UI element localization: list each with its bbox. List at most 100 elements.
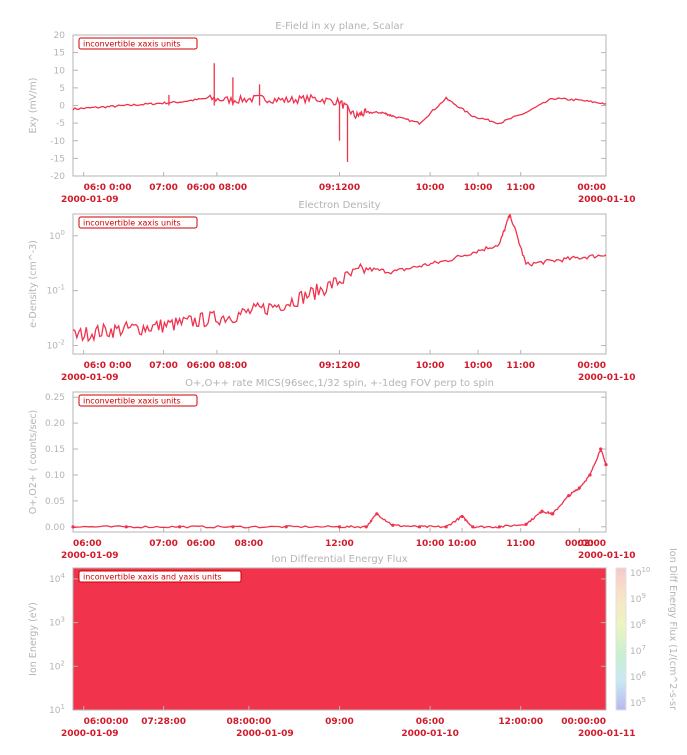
panel3-data-point (178, 525, 182, 529)
panel1-ytick-label: -5 (56, 119, 65, 129)
panel1-ytick-label: -20 (50, 172, 65, 182)
panel4-date-label: 2000-01-09 (61, 729, 119, 739)
panel3-date-label: 2000-01-10 (578, 551, 636, 561)
panel3-ytick-label: 0.25 (45, 393, 65, 403)
panel1-ytick-label: 20 (54, 31, 66, 41)
panel3-data-point (231, 525, 235, 529)
panel1-xtick-label: 10:00 (416, 183, 445, 193)
panel3-xtick-label: 11:00 (506, 539, 535, 549)
panel3-xtick-label: 10:00 (448, 539, 477, 549)
panel2-ylabel: e-Density (cm^-3) (28, 240, 39, 328)
panel2-xtick-label: 07:00 (149, 361, 178, 371)
panel1-xtick-label: 00:00 (577, 183, 606, 193)
panel3-xtick-label: 00:00 (565, 539, 594, 549)
panel4-spectrogram (73, 568, 606, 710)
panel2-ytick-label: 100 (49, 229, 65, 242)
panel2-error-box (78, 216, 198, 229)
panel4-error-label: inconvertible xaxis and yaxis units (83, 573, 222, 582)
panel1-xtick-label: 09:1200 (319, 183, 360, 193)
panel3-xtick-label: 06:00 (73, 539, 102, 549)
panel1-xtick-label: 06:00 08:00 (187, 183, 247, 193)
panel4-xtick-label: 09:00 (325, 717, 354, 727)
panel3-error-label: inconvertible xaxis units (83, 397, 181, 406)
panel4-ytick-label: 102 (49, 659, 65, 672)
panel3-xtick-label: 10:00 (416, 539, 445, 549)
panel4-ylabel: Ion Energy (eV) (28, 602, 39, 676)
panel1-xtick-label: 06:0 0:00 (84, 183, 132, 193)
colorbar-tick-label: 109 (630, 592, 646, 605)
panel3-data-point (391, 523, 395, 527)
panel4-date-label: 2000-01-10 (401, 729, 459, 739)
panel2-xtick-label: 09:1200 (319, 361, 360, 371)
panel3-frame (72, 391, 607, 533)
colorbar-tick-label: 107 (630, 644, 646, 657)
panel1-ytick-label: 10 (54, 66, 66, 76)
panel4-ytick-label: 103 (49, 616, 65, 629)
panel4-date-label: 2000-01-11 (578, 729, 636, 739)
panel1-xtick-label: 07:00 (149, 183, 178, 193)
panel2-xtick-label: 10:00 (416, 361, 445, 371)
panel3-data-point (284, 525, 288, 529)
panel3-data-point (375, 512, 379, 516)
panel3-data-point (497, 525, 501, 529)
colorbar-tick-label: 105 (630, 696, 646, 709)
panel1-error-label: inconvertible xaxis units (83, 40, 181, 49)
panel4-xtick-label: 12:00:00 (498, 717, 543, 727)
panel3-xtick-label: 07:00 (149, 539, 178, 549)
panel3-ytick-label: 0.15 (45, 445, 65, 455)
panel3-error-box (78, 394, 198, 407)
panel1-xtick-label: 11:00 (506, 183, 535, 193)
panel3-ylabel: O+,O2+ ( counts/sec) (28, 410, 39, 514)
panel3-ytick-label: 0.20 (45, 419, 65, 429)
panel3-data-point (599, 447, 603, 451)
panel1-date-label: 2000-01-10 (578, 195, 636, 205)
panel3-title: O+,O++ rate MICS(96sec,1/32 spin, +-1deg… (185, 378, 494, 389)
panel2-xtick-label: 06:0 0:00 (84, 361, 132, 371)
panel2-error-label: inconvertible xaxis units (83, 219, 181, 228)
panel4-ytick-label: 101 (49, 703, 65, 716)
panel3-data-point (417, 525, 422, 529)
panel3-date-label: 2000-01-09 (61, 551, 119, 561)
panel3-data-point (471, 525, 475, 529)
panel2-date-label: 2000-01-10 (578, 373, 636, 383)
panel1-ylabel: Exy (mV/m) (28, 78, 39, 134)
panel4-date-label: 2000-01-09 (236, 729, 294, 739)
panel4-xtick-label: 00:00:00 (561, 717, 606, 727)
panel1-date-label: 2000-01-09 (61, 195, 119, 205)
panel4-title: Ion Differential Energy Flux (271, 554, 407, 565)
panel3-data-point (524, 522, 528, 526)
panel4-xtick-label: 07:28:00 (141, 717, 186, 727)
panel1-ytick-label: -10 (50, 137, 65, 147)
panel2-xtick-label: 10:00 (464, 361, 493, 371)
panel3-data-point (71, 525, 75, 529)
panel4-xtick-label: 06:00:00 (84, 717, 129, 727)
colorbar-label: Ion Diff Energy Flux (1/(cm^2-s-sr (667, 548, 678, 710)
panel2-ytick-label: 10-2 (47, 339, 65, 352)
panel1-ytick-label: -15 (50, 154, 65, 164)
panel3-xtick-label: 08:00 (235, 539, 264, 549)
panel2-xtick-label: 11:00 (506, 361, 535, 371)
panel4-xtick-label: 06:00 (416, 717, 445, 727)
panel2-frame (72, 213, 607, 355)
panel2-xtick-label: 00:00 (577, 361, 606, 371)
panel3-data-point (604, 462, 608, 467)
panel3-data-point (588, 473, 592, 477)
panel4-error-box (78, 570, 242, 583)
panel3-data-point (364, 525, 368, 529)
panel3-data-point (551, 512, 555, 516)
panel3-data-point (444, 525, 448, 529)
panel3-xtick-label: 12:00 (325, 539, 354, 549)
panel1-title: E-Field in xy plane, Scalar (275, 21, 404, 32)
panel4-ytick-label: 104 (49, 572, 65, 585)
colorbar-tick-label: 108 (630, 618, 646, 631)
panel3-data-point (460, 514, 464, 519)
panel1-ytick-label: 5 (59, 84, 65, 94)
panel3-ytick-label: 0.05 (45, 497, 65, 507)
panel1-error-box (78, 37, 198, 50)
panel3-series-line (72, 448, 607, 529)
panel2-date-label: 2000-01-09 (61, 373, 119, 383)
panel2-ytick-label: 10-1 (47, 284, 65, 297)
panel2-series-line (72, 213, 607, 343)
panel3-data-point (337, 525, 342, 529)
